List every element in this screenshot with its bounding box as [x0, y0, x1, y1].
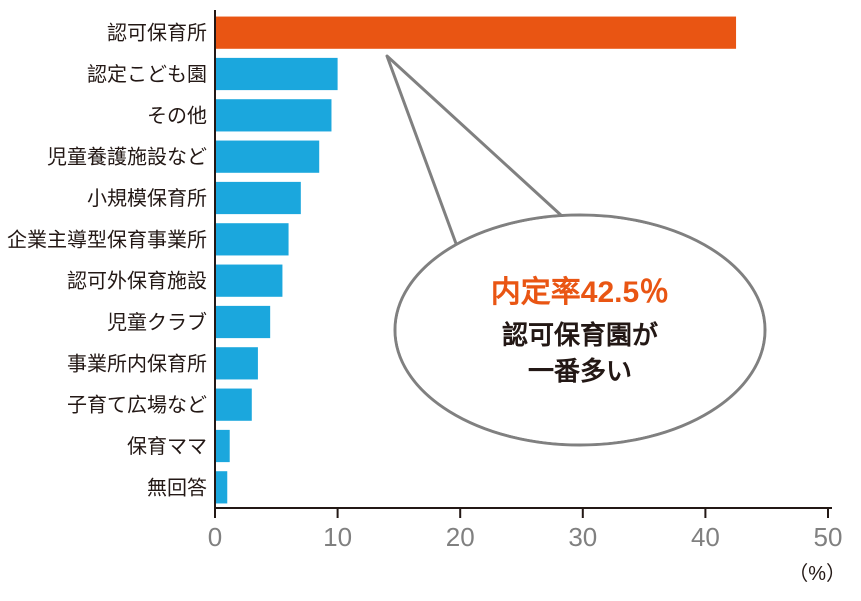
x-tick-label: 0 [208, 522, 222, 552]
category-label: 事業所内保育所 [67, 352, 207, 375]
category-label: 児童養護施設など [47, 146, 207, 169]
bar [215, 347, 258, 379]
bar [215, 265, 282, 297]
category-label: 認可保育所 [107, 22, 207, 45]
bar [215, 141, 319, 173]
axis-unit-label: （%） [788, 562, 846, 585]
category-label: 企業主導型保育事業所 [7, 228, 207, 251]
bar [215, 17, 736, 49]
category-label: その他 [147, 104, 207, 127]
category-label: 認定こども園 [87, 63, 207, 86]
category-label: 保育ママ [127, 435, 207, 458]
category-label: 認可外保育施設 [67, 270, 207, 293]
bar [215, 223, 289, 255]
category-label: 児童クラブ [107, 310, 207, 334]
bar [215, 182, 301, 214]
callout-line-2: 認可保育園が [502, 320, 658, 350]
x-tick-label: 40 [691, 522, 720, 552]
chart-svg: 認可保育所認定こども園その他児童養護施設など小規模保育所企業主導型保育事業所認可… [0, 0, 861, 601]
callout-headline: 内定率42.5％ [491, 275, 669, 309]
category-label: 小規模保育所 [87, 187, 207, 210]
category-label: 無回答 [147, 476, 207, 499]
x-tick-label: 10 [323, 522, 352, 552]
bar [215, 471, 227, 503]
x-tick-label: 50 [814, 522, 843, 552]
bar [215, 306, 270, 338]
category-label: 子育て広場など [67, 394, 207, 417]
bar [215, 99, 331, 131]
callout-line-3: 一番多い [528, 356, 632, 386]
chart-container: 認可保育所認定こども園その他児童養護施設など小規模保育所企業主導型保育事業所認可… [0, 0, 861, 601]
bar [215, 430, 230, 462]
bar [215, 389, 252, 421]
x-tick-label: 30 [568, 522, 597, 552]
x-tick-label: 20 [446, 522, 475, 552]
bar [215, 58, 338, 90]
